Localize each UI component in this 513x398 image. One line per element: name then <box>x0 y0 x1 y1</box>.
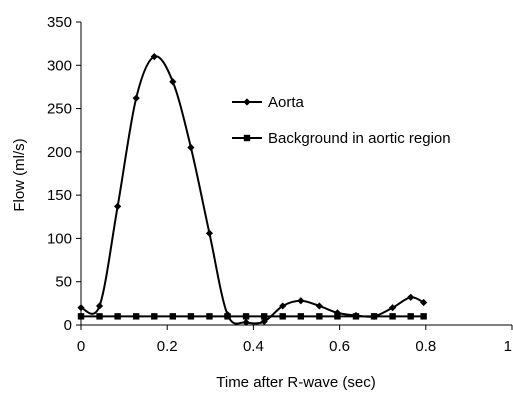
legend-entry: Aorta <box>232 94 305 111</box>
data-point <box>279 313 286 320</box>
axes: 0 50 100 150 200 250 300 350 0 0.2 0.4 0.6 0.8 1 <box>47 14 513 355</box>
data-point <box>420 298 428 307</box>
data-point <box>206 313 213 320</box>
data-point <box>132 313 140 320</box>
data-point <box>96 313 103 320</box>
data-point <box>205 229 214 237</box>
data-point <box>370 313 378 320</box>
data-point <box>352 313 360 320</box>
y-tick-label: 150 <box>47 187 72 204</box>
data-point <box>389 313 396 320</box>
data-point <box>315 302 323 310</box>
series-layer <box>77 53 428 327</box>
y-tick-label: 200 <box>47 144 72 161</box>
data-point <box>132 94 140 102</box>
series-line <box>80 55 425 325</box>
data-point <box>334 313 341 320</box>
data-point <box>187 313 195 320</box>
data-point <box>407 313 414 320</box>
x-tick-label: 0.6 <box>329 338 350 355</box>
legend-marker <box>243 98 251 106</box>
data-point <box>260 317 268 326</box>
y-tick-label: 300 <box>47 57 72 74</box>
legend-entry: Background in aortic region <box>232 130 451 147</box>
data-point <box>151 313 158 320</box>
y-axis-title: Flow (ml/s) <box>11 138 28 211</box>
data-point <box>114 313 121 320</box>
data-point <box>407 293 415 301</box>
legend: Aorta Background in aortic region <box>232 94 451 147</box>
data-point <box>260 313 268 320</box>
data-point <box>279 302 287 310</box>
legend-label: Aorta <box>268 94 305 111</box>
data-point <box>150 53 158 61</box>
x-tick-label: 0 <box>77 338 85 355</box>
y-tick-label: 250 <box>47 101 72 118</box>
x-tick-label: 0.8 <box>415 338 436 355</box>
data-point <box>224 313 231 320</box>
y-tick-label: 100 <box>47 230 72 247</box>
y-tick-label: 350 <box>47 14 72 31</box>
x-tick-label: 1 <box>504 338 512 355</box>
y-tick-label: 50 <box>55 274 72 291</box>
data-point <box>77 304 85 312</box>
legend-label: Background in aortic region <box>268 130 451 147</box>
legend-marker <box>243 134 251 142</box>
x-axis-title: Time after R-wave (sec) <box>216 374 375 391</box>
x-tick-label: 0.2 <box>157 338 178 355</box>
x-tick-label: 0.4 <box>243 338 264 355</box>
series-aorta <box>77 53 428 327</box>
data-point <box>389 304 397 312</box>
data-point <box>242 313 250 320</box>
data-point <box>420 313 427 320</box>
data-point <box>169 78 177 86</box>
data-point <box>297 297 305 305</box>
series-background <box>77 313 427 320</box>
data-point <box>114 202 122 210</box>
data-point <box>297 313 305 320</box>
y-tick-label: 0 <box>64 317 72 334</box>
data-point <box>77 313 85 320</box>
data-point <box>242 318 250 327</box>
data-point <box>187 143 195 152</box>
data-point <box>95 302 104 310</box>
data-point <box>316 313 323 320</box>
data-point <box>169 313 177 320</box>
